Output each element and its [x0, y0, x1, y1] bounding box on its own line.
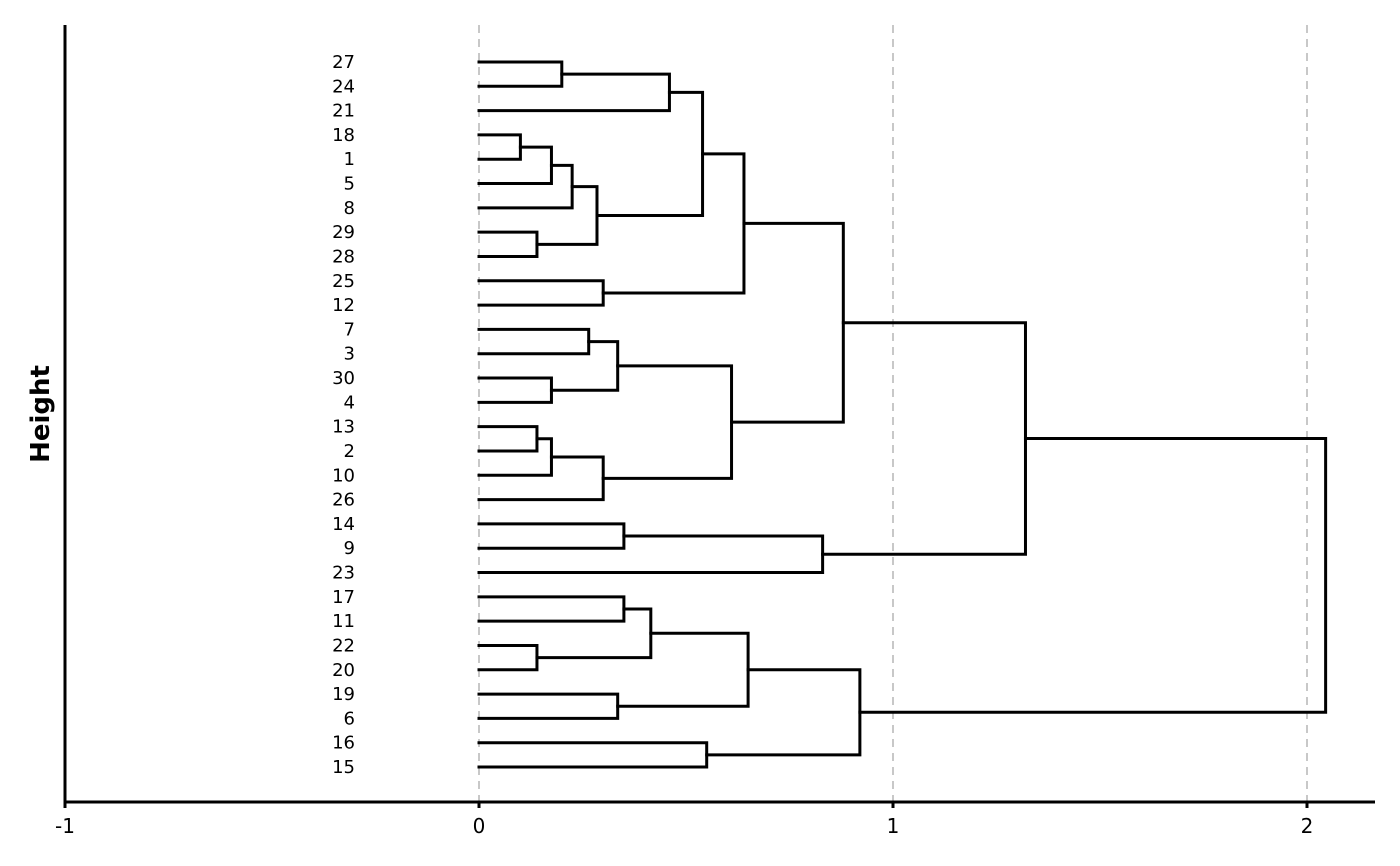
leaf-label: 6: [344, 708, 355, 729]
dendrogram-link: [535, 185, 599, 246]
x-axis-ticks: -1 0 1 2: [55, 802, 1313, 838]
dendrogram-link: [705, 668, 862, 757]
leaf-label: 21: [332, 101, 355, 122]
leaf-label: 1: [344, 149, 355, 170]
y-axis-label: Height: [26, 365, 56, 463]
leaf-labels: 2724211815829282512733041321026149231711…: [332, 52, 355, 778]
leaf-label: 3: [344, 344, 355, 365]
dendrogram-link: [477, 133, 522, 161]
leaf-label: 16: [332, 733, 355, 754]
grid-lines: [478, 25, 1308, 802]
dendrogram-link: [477, 522, 626, 550]
leaf-label: 4: [344, 392, 355, 413]
dendrogram-link: [549, 340, 620, 392]
dendrogram-link: [477, 72, 671, 113]
dendrogram-link: [477, 437, 553, 477]
dendrogram-link: [477, 145, 553, 186]
leaf-label: 5: [344, 174, 355, 195]
x-tick-label: 0: [473, 814, 486, 838]
dendrogram-link: [858, 437, 1328, 714]
leaf-label: 23: [332, 563, 355, 584]
leaf-label: 29: [332, 222, 355, 243]
leaf-label: 14: [332, 514, 355, 535]
leaf-label: 12: [332, 295, 355, 316]
x-tick-label: 2: [1301, 814, 1314, 838]
leaf-label: 7: [344, 319, 355, 340]
dendrogram-link: [477, 279, 605, 307]
dendrogram-link: [477, 163, 574, 210]
leaf-label: 19: [332, 684, 355, 705]
dendrogram-link: [477, 327, 591, 356]
dendrogram-link: [477, 376, 553, 404]
leaf-label: 24: [332, 76, 355, 97]
dendrogram-link: [477, 741, 709, 769]
dendrogram-link: [477, 534, 825, 575]
dendrogram-link: [477, 643, 539, 672]
leaf-label: 10: [332, 465, 355, 486]
x-tick-label: 1: [887, 814, 900, 838]
leaf-label: 20: [332, 660, 355, 681]
dendrogram-link: [535, 607, 653, 660]
leaf-label: 28: [332, 246, 355, 267]
leaf-label: 9: [344, 538, 355, 559]
leaf-label: 25: [332, 271, 355, 292]
leaf-label: 26: [332, 490, 355, 511]
dendrogram-link: [616, 631, 750, 708]
dendrogram-link: [730, 221, 845, 424]
dendrogram-link: [477, 60, 564, 88]
leaf-label: 22: [332, 635, 355, 656]
leaf-label: 27: [332, 52, 355, 73]
dendrogram-link: [601, 364, 734, 480]
leaf-label: 11: [332, 611, 355, 632]
leaf-label: 18: [332, 125, 355, 146]
dendrogram-link: [477, 595, 626, 623]
x-tick-label: -1: [55, 814, 75, 838]
leaf-label: 30: [332, 368, 355, 389]
dendrogram-link: [821, 321, 1027, 556]
leaf-label: 13: [332, 417, 355, 438]
dendrogram-links: [477, 60, 1328, 769]
leaf-label: 17: [332, 587, 355, 608]
leaf-label: 8: [344, 198, 355, 219]
dendrogram-link: [477, 692, 620, 720]
leaf-label: 15: [332, 757, 355, 778]
dendrogram-link: [601, 152, 746, 295]
dendrogram-link: [477, 455, 605, 502]
dendrogram-link: [477, 230, 539, 258]
dendrogram-link: [477, 425, 539, 453]
leaf-label: 2: [344, 441, 355, 462]
